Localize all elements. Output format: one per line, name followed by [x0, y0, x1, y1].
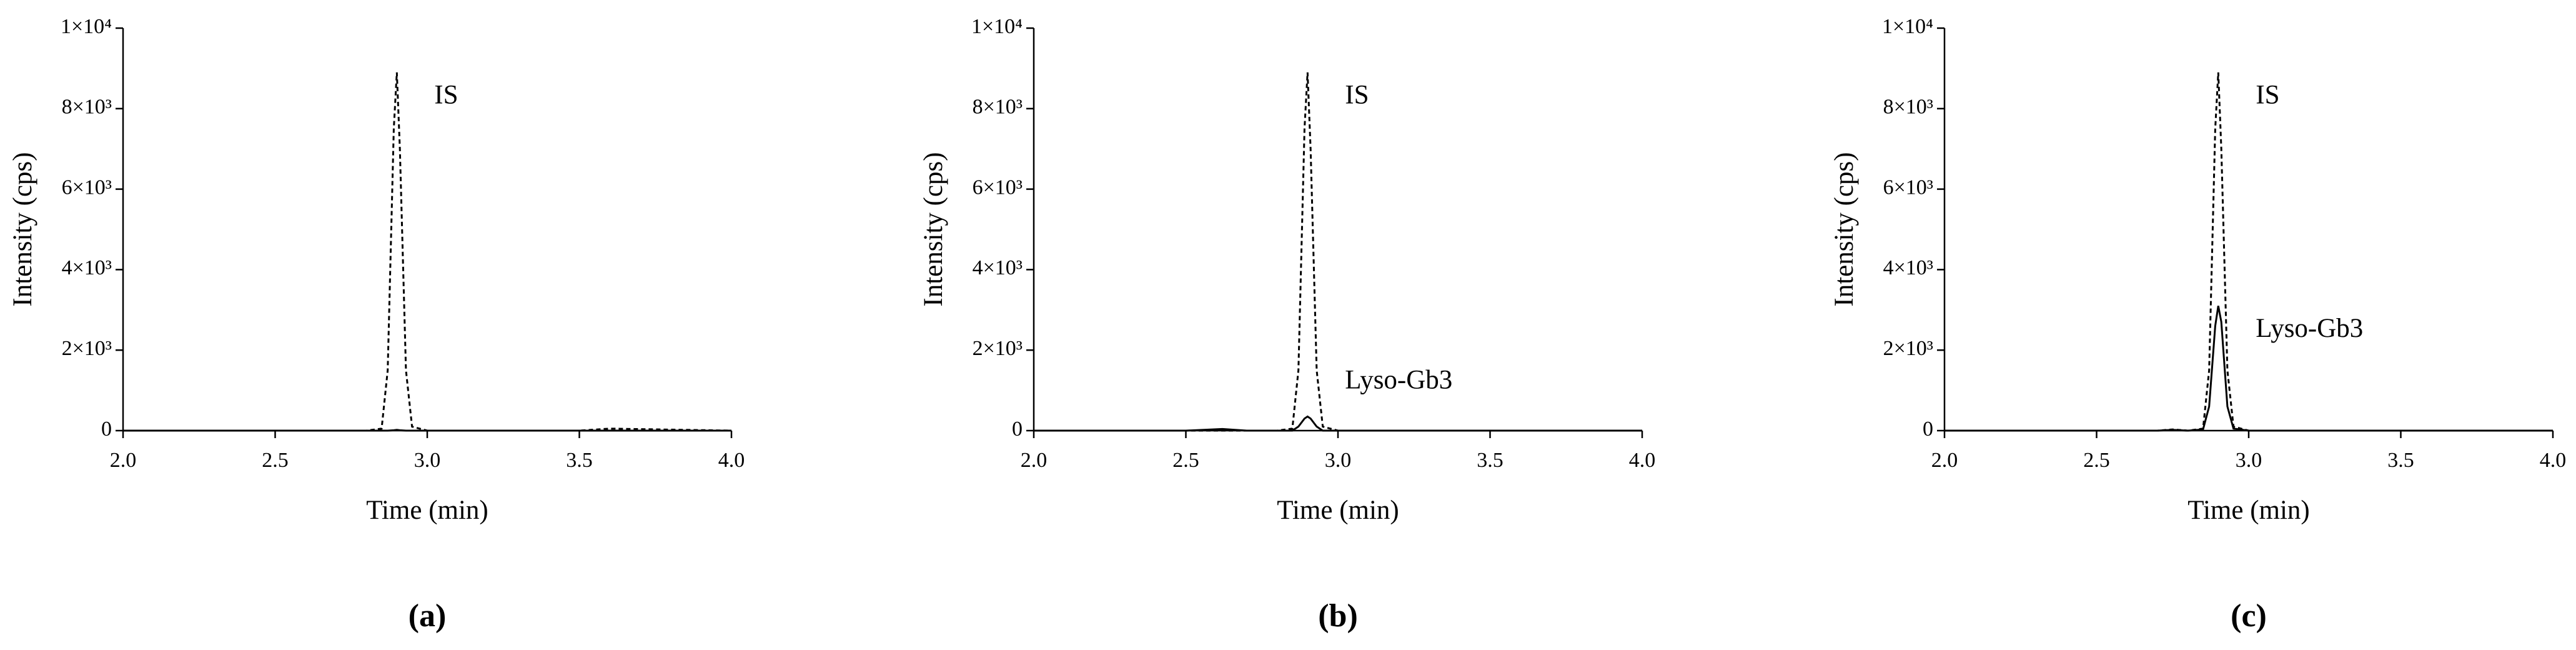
series-label: Lyso-Gb3 — [2256, 314, 2363, 343]
x-tick-label: 2.0 — [110, 449, 137, 472]
x-tick-label: 3.5 — [1477, 449, 1503, 472]
x-tick-label: 4.0 — [2540, 449, 2567, 472]
y-tick-label: 6×10³ — [62, 176, 112, 199]
x-tick-label: 3.0 — [2236, 449, 2262, 472]
y-tick-label: 4×10³ — [62, 256, 112, 279]
series-label: IS — [2256, 81, 2279, 110]
chart-panel: 0 2×10³ 4×10³ 6×10³ 8×10³ 1×10⁴ 2.0 2.5 3.0 3.5 4.… — [919, 15, 1655, 634]
x-tick-label: 2.0 — [1931, 449, 1958, 472]
x-tick-label: 2.5 — [262, 449, 289, 472]
x-tick-label: 2.5 — [1172, 449, 1199, 472]
y-tick-label: 4×10³ — [973, 256, 1023, 279]
y-tick-label: 6×10³ — [973, 176, 1023, 199]
x-axis-title: Time (min) — [366, 496, 488, 525]
chart-panel: 0 2×10³ 4×10³ 6×10³ 8×10³ 1×10⁴ 2.0 2.5 3.0 3.5 4.… — [1830, 15, 2566, 634]
series-line — [1034, 415, 1642, 432]
series-label: Lyso-Gb3 — [1345, 365, 1452, 394]
y-tick-label: 1×10⁴ — [61, 15, 112, 38]
series-line — [1944, 306, 2553, 432]
y-tick-label: 1×10⁴ — [971, 15, 1023, 38]
x-tick-label: 3.0 — [1325, 449, 1352, 472]
series-label: IS — [434, 81, 458, 110]
x-tick-label: 2.5 — [2083, 449, 2110, 472]
y-tick-label: 0 — [1923, 418, 1933, 441]
series-line — [123, 72, 732, 432]
y-axis-title: Intensity (cps) — [919, 152, 948, 306]
series-line — [1944, 72, 2553, 432]
y-tick-label: 4×10³ — [1883, 256, 1933, 279]
y-tick-label: 0 — [1012, 418, 1023, 441]
y-tick-label: 2×10³ — [1883, 337, 1933, 360]
y-tick-label: 2×10³ — [973, 337, 1023, 360]
panel-label: (c) — [2231, 598, 2267, 634]
y-tick-label: 6×10³ — [1883, 176, 1933, 199]
x-tick-label: 4.0 — [1629, 449, 1656, 472]
series-label: IS — [1345, 81, 1369, 110]
y-axis-title: Intensity (cps) — [8, 152, 37, 306]
y-tick-label: 2×10³ — [62, 337, 112, 360]
panel-label: (a) — [409, 598, 447, 634]
x-tick-label: 3.5 — [566, 449, 593, 472]
x-axis-title: Time (min) — [2187, 496, 2310, 525]
chart-panel: 0 2×10³ 4×10³ 6×10³ 8×10³ 1×10⁴ 2.0 2.5 3.0 3.5 4.… — [8, 15, 745, 634]
series-line — [123, 429, 731, 432]
y-tick-label: 1×10⁴ — [1882, 15, 1933, 38]
panel-label: (b) — [1318, 598, 1358, 634]
y-axis-title: Intensity (cps) — [1830, 152, 1859, 306]
x-tick-label: 2.0 — [1021, 449, 1048, 472]
x-tick-label: 3.5 — [2387, 449, 2414, 472]
x-tick-label: 3.0 — [414, 449, 441, 472]
x-tick-label: 4.0 — [718, 449, 745, 472]
y-tick-label: 8×10³ — [973, 96, 1023, 119]
y-tick-label: 0 — [101, 418, 112, 441]
y-tick-label: 8×10³ — [1883, 96, 1933, 119]
series-line — [1034, 72, 1642, 432]
y-tick-label: 8×10³ — [62, 96, 112, 119]
x-axis-title: Time (min) — [1277, 496, 1399, 525]
